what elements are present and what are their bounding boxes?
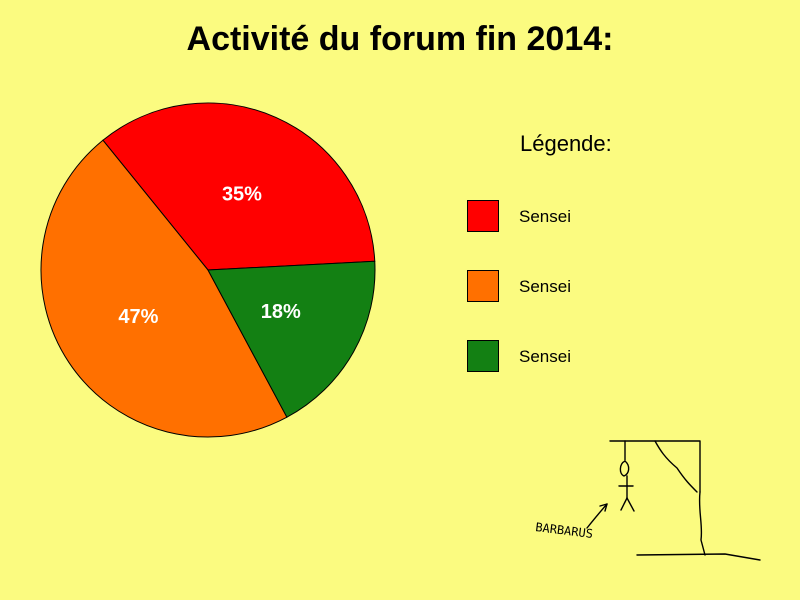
legend-label-1: Sensei: [519, 207, 571, 226]
pie-slice-2: [40, 139, 288, 438]
pie-slice-label-3: 18%: [261, 301, 301, 323]
legend-label-3: Sensei: [519, 347, 571, 366]
legend-title: Légende:: [520, 131, 612, 156]
pie-slice-3: [207, 260, 376, 418]
legend-swatch-2: [467, 270, 499, 302]
legend-swatch-1: [467, 200, 499, 232]
legend-label-2: Sensei: [519, 277, 571, 296]
doodle-text: BARBARUS: [535, 520, 594, 541]
chart-title: Activité du forum fin 2014:: [186, 20, 614, 58]
pie-chart: 35% 47% 18%: [40, 102, 376, 438]
pie-slice-1: [102, 102, 376, 271]
legend-swatch-3: [467, 340, 499, 372]
gallows-doodle-icon: BARBARUS: [535, 440, 761, 561]
pie-slice-label-2: 47%: [118, 306, 158, 328]
pie-slice-label-1: 35%: [222, 184, 262, 206]
